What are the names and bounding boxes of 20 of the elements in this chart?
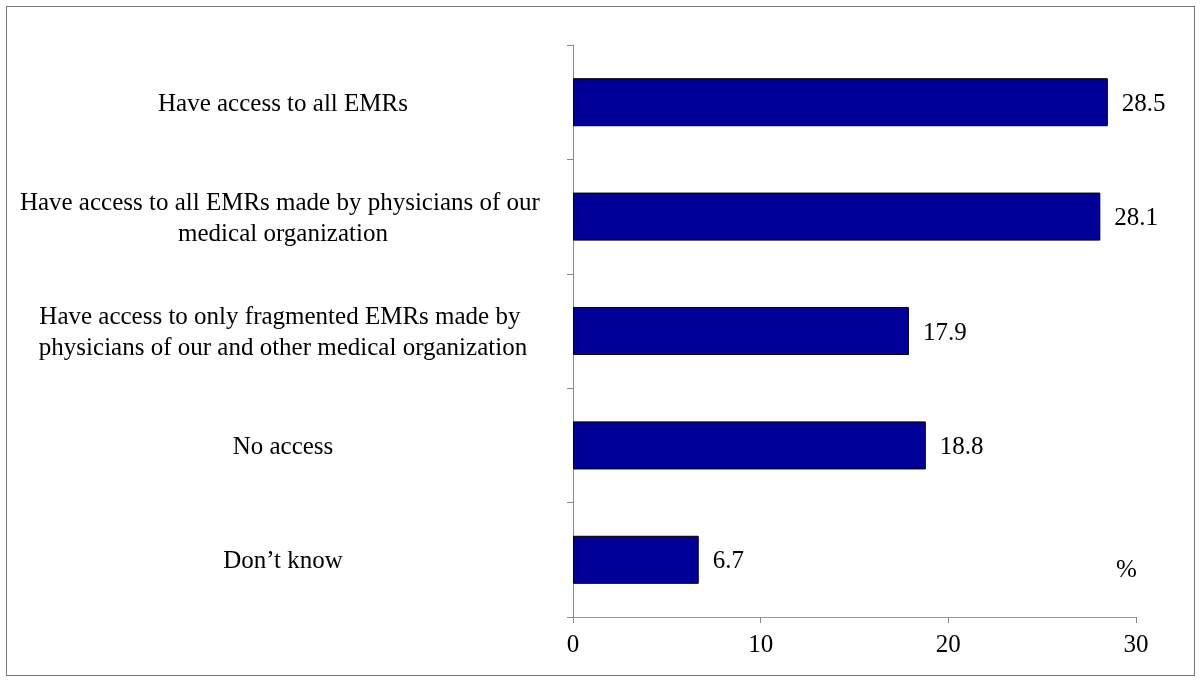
bar	[573, 192, 1101, 241]
data-label: 28.1	[1114, 203, 1159, 231]
data-label: 28.5	[1121, 88, 1166, 116]
y-tick-label: No access	[232, 431, 334, 459]
bar	[573, 421, 926, 470]
x-tick-label: 10	[748, 630, 774, 657]
y-tick-label: Have access to only fragmented EMRs made by physicians of our and other medical organization	[38, 302, 528, 360]
y-tick-label: Have access to all EMRs	[158, 88, 408, 116]
data-label: 17.9	[922, 317, 967, 345]
x-tick-label: 30	[1123, 630, 1149, 657]
data-label: 6.7	[712, 546, 744, 574]
x-axis-title: %	[1116, 555, 1137, 582]
y-tick-label: Don’t know	[223, 546, 343, 574]
data-label: 18.8	[939, 431, 984, 459]
x-tick-label: 0	[566, 630, 580, 657]
bar	[573, 306, 909, 356]
bar	[573, 535, 699, 584]
x-tick-label: 20	[935, 630, 961, 657]
bar	[573, 78, 1108, 127]
y-tick-label: Have access to all EMRs made by physicians of our medical organization	[19, 187, 547, 246]
